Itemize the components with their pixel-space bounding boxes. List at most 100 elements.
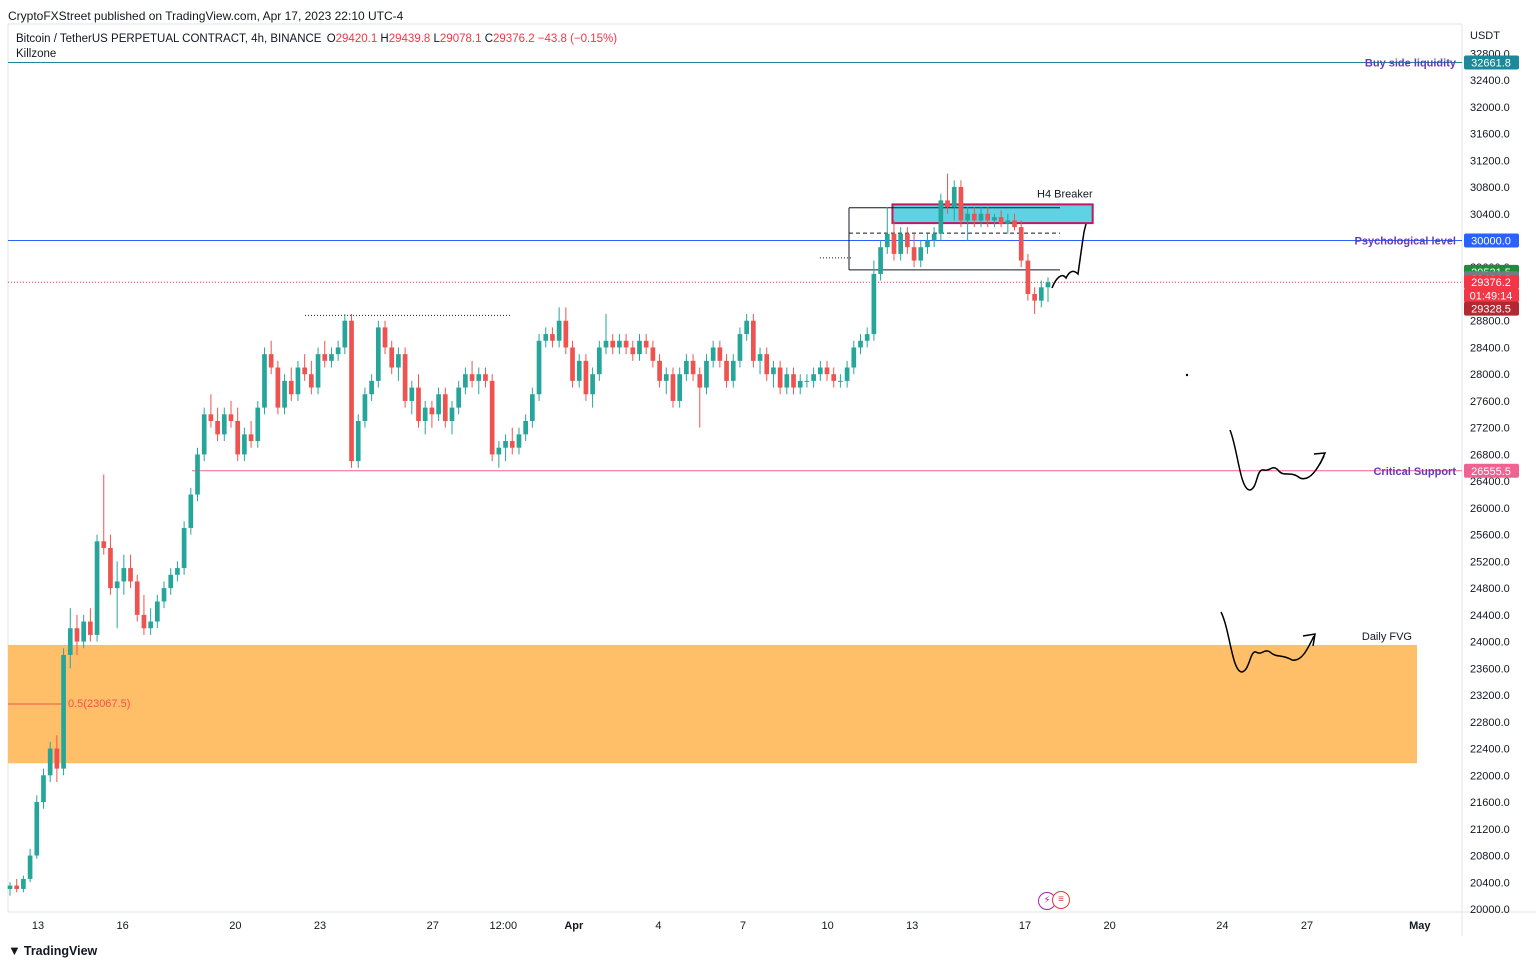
y-tick-label: 31600.0 <box>1470 129 1510 141</box>
candle-body <box>161 588 167 602</box>
candle-body <box>603 340 609 348</box>
candle-body <box>88 621 93 635</box>
candle-body <box>590 374 595 395</box>
candle-body <box>610 340 616 348</box>
low-value: 29078.1 <box>439 33 482 45</box>
candle-body <box>663 374 669 381</box>
candle-body <box>951 187 957 208</box>
candle-body <box>596 347 602 375</box>
low-label: L <box>433 33 440 45</box>
candle-body <box>797 380 803 388</box>
candle-body <box>349 320 354 462</box>
y-tick-label: 21600.0 <box>1470 797 1510 809</box>
candle-body <box>208 414 214 421</box>
candle-body <box>1025 260 1031 294</box>
candle-body <box>898 233 904 254</box>
candle-body <box>322 354 328 361</box>
x-tick-label: 24 <box>1216 920 1228 932</box>
price-label-value: 26555.5 <box>1471 466 1511 478</box>
candle-body <box>309 374 314 388</box>
y-tick-label: 28800.0 <box>1470 316 1510 328</box>
y-tick-label: 30800.0 <box>1470 182 1510 194</box>
candle-body <box>215 420 220 435</box>
candle-body <box>905 233 910 248</box>
candle-body <box>737 334 743 361</box>
candle-body <box>911 247 917 261</box>
candle-body <box>121 568 127 582</box>
price-label-value: 30000.0 <box>1471 236 1511 248</box>
candle-body <box>771 367 776 375</box>
candle-body <box>1038 287 1044 301</box>
candle-body <box>148 621 153 629</box>
x-tick-label: 23 <box>314 920 326 932</box>
candle-body <box>509 441 515 448</box>
candle-body <box>275 367 281 408</box>
candle-body <box>811 374 816 381</box>
candle-body <box>704 360 709 388</box>
candle-body <box>248 434 254 442</box>
x-tick-label: 20 <box>1103 920 1115 932</box>
symbol-name[interactable]: Bitcoin / TetherUS PERPETUAL CONTRACT, 4… <box>16 33 322 45</box>
candle-body <box>154 601 160 622</box>
candle-body <box>128 568 133 582</box>
candle-body <box>978 213 984 221</box>
candle-body <box>516 434 522 448</box>
candle-body <box>422 407 428 421</box>
y-tick-label: 27200.0 <box>1470 423 1510 435</box>
candle-body <box>536 340 542 395</box>
candle-body <box>710 347 716 361</box>
candle-body <box>583 360 589 395</box>
candle-body <box>282 380 287 408</box>
arrow-head-icon <box>1313 452 1327 465</box>
time-axis[interactable]: 13 16 20 23 27 12:00 Apr 4 7 10 13 17 20 24 27 May <box>32 920 1432 932</box>
candle-body <box>998 217 1004 224</box>
candle-body <box>817 367 823 375</box>
y-tick-label: 32400.0 <box>1470 75 1510 87</box>
y-tick-label: 31200.0 <box>1470 155 1510 167</box>
candle-body <box>489 380 495 455</box>
footer-brand[interactable]: ▼ TradingView <box>8 943 97 958</box>
zones-layer: Daily FVG H4 Breaker 0.5(23067.5) <box>8 188 1417 764</box>
candle-body <box>838 380 843 382</box>
y-tick-label: 23600.0 <box>1470 663 1510 675</box>
candle-body <box>878 247 883 274</box>
candle-body <box>61 654 66 769</box>
candle-body <box>844 367 850 381</box>
price-axis[interactable]: 32800.032400.032000.031600.031200.030800… <box>1470 48 1510 916</box>
candle-body <box>1012 220 1017 228</box>
candle-body <box>630 347 636 355</box>
y-tick-label: 23200.0 <box>1470 690 1510 702</box>
candle-body <box>670 374 676 401</box>
candle-body <box>242 434 247 455</box>
publish-line: CryptoFXStreet published on TradingView.… <box>8 9 404 23</box>
candle-body <box>730 360 736 381</box>
candle-body <box>94 541 100 635</box>
price-label-box <box>1464 463 1519 478</box>
candle-body <box>717 347 723 361</box>
candle-body <box>965 213 970 221</box>
x-tick-label: 7 <box>740 920 746 932</box>
candle-body <box>576 360 582 381</box>
price-label-value: 29328.5 <box>1471 304 1511 316</box>
us-flag-event-icon[interactable]: ≡ <box>1052 891 1070 909</box>
candle-body <box>764 354 770 375</box>
candle-body <box>14 885 20 889</box>
candle-body <box>47 748 53 776</box>
open-label: O <box>326 33 336 45</box>
symbol-header: Bitcoin / TetherUS PERPETUAL CONTRACT, 4… <box>16 33 617 45</box>
candle-body <box>315 354 321 388</box>
close-label: C <box>484 33 494 45</box>
close-value: 29376.2 <box>493 33 535 45</box>
x-tick-label: 10 <box>821 920 833 932</box>
arrow-head-icon <box>1302 633 1316 647</box>
candle-body <box>985 213 991 221</box>
candle-body <box>416 387 421 421</box>
candle-body <box>1032 293 1037 301</box>
candle-body <box>1045 282 1051 288</box>
candle-body <box>931 233 937 241</box>
candles-layer <box>7 173 1051 896</box>
candle-body <box>175 568 180 575</box>
indicator-name[interactable]: Killzone <box>16 48 57 60</box>
candle-body <box>255 407 261 442</box>
